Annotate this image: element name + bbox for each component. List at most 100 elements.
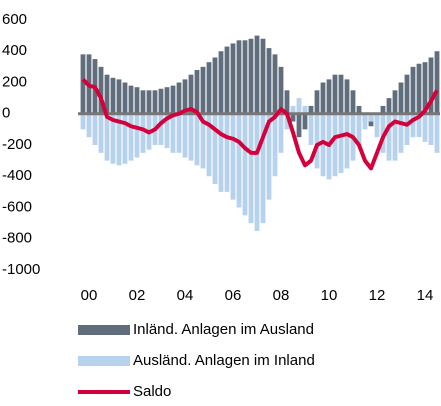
x-tick-label: 00 [81,287,98,304]
bar [170,113,176,153]
bar [134,87,140,114]
bar [134,113,140,158]
bar [242,113,248,216]
bar [344,79,350,114]
bar [260,113,266,224]
legend-label: Saldo [133,383,171,400]
bar [230,113,236,200]
bar [182,79,188,114]
bar [224,46,230,114]
bar [104,113,110,161]
bar [176,113,182,153]
legend-label: Inländ. Anlagen im Ausland [133,321,314,338]
bar [302,113,308,130]
bar [416,63,422,114]
bar [212,113,218,185]
legend-swatch [78,325,130,335]
bar [404,74,410,114]
y-tick-label: 0 [2,105,10,122]
bar [164,113,170,149]
bar [152,90,158,114]
bar [326,79,332,114]
bar [224,113,230,192]
bar [266,48,272,114]
bar [308,105,314,114]
bar [92,113,98,145]
bar [200,113,206,169]
x-tick-label: 12 [369,287,386,304]
bar [176,82,182,114]
bar [398,113,404,153]
bar [434,113,440,153]
bar [290,113,296,122]
bar [122,82,128,114]
bar [206,113,212,177]
bar [200,66,206,114]
bar [116,79,122,114]
bar [356,113,362,145]
x-tick-label: 06 [225,287,242,304]
x-tick-label: 08 [273,287,290,304]
bar [266,113,272,200]
bar [332,74,338,114]
bar [140,113,146,153]
bar [356,105,362,114]
bar [104,74,110,114]
bar [338,74,344,114]
bar [314,113,320,169]
bar [404,113,410,145]
bar [272,113,278,177]
bar [272,54,278,114]
bar [188,113,194,161]
bar [284,90,290,114]
bar [422,62,428,114]
bar [302,105,308,114]
bar [296,113,302,138]
bar [290,105,296,114]
bar [392,90,398,114]
bar [320,82,326,114]
bar [344,113,350,169]
bar [380,105,386,114]
bar [236,40,242,114]
bar [254,35,260,114]
y-tick-label: -1000 [2,261,40,278]
bar [206,62,212,114]
bar [110,113,116,164]
x-tick-label: 02 [129,287,146,304]
bar [164,87,170,114]
bar [332,113,338,177]
bar [110,77,116,114]
bar [80,54,86,114]
bar [278,66,284,114]
bar [374,113,380,138]
bar [188,74,194,114]
y-tick-label: -600 [2,198,32,215]
y-tick-label: -200 [2,136,32,153]
bar [386,98,392,114]
bar [284,113,290,130]
bar [296,98,302,114]
bar [248,113,254,224]
bar [158,88,164,114]
y-tick-label: -800 [2,230,32,247]
bar [338,113,344,174]
bar [170,85,176,114]
legend-swatch [78,356,130,366]
bar [428,113,434,145]
bar [146,90,152,114]
bar [410,113,416,138]
legend-label: Ausländ. Anlagen im Inland [133,352,315,369]
bar [86,113,92,138]
y-tick-label: 600 [2,11,27,28]
bar [398,82,404,114]
bar [254,113,260,231]
bar [386,113,392,161]
line [81,77,439,171]
bar [98,113,104,153]
x-tick-label: 04 [177,287,194,304]
bar [314,90,320,114]
bar [434,51,440,114]
bar [350,90,356,114]
